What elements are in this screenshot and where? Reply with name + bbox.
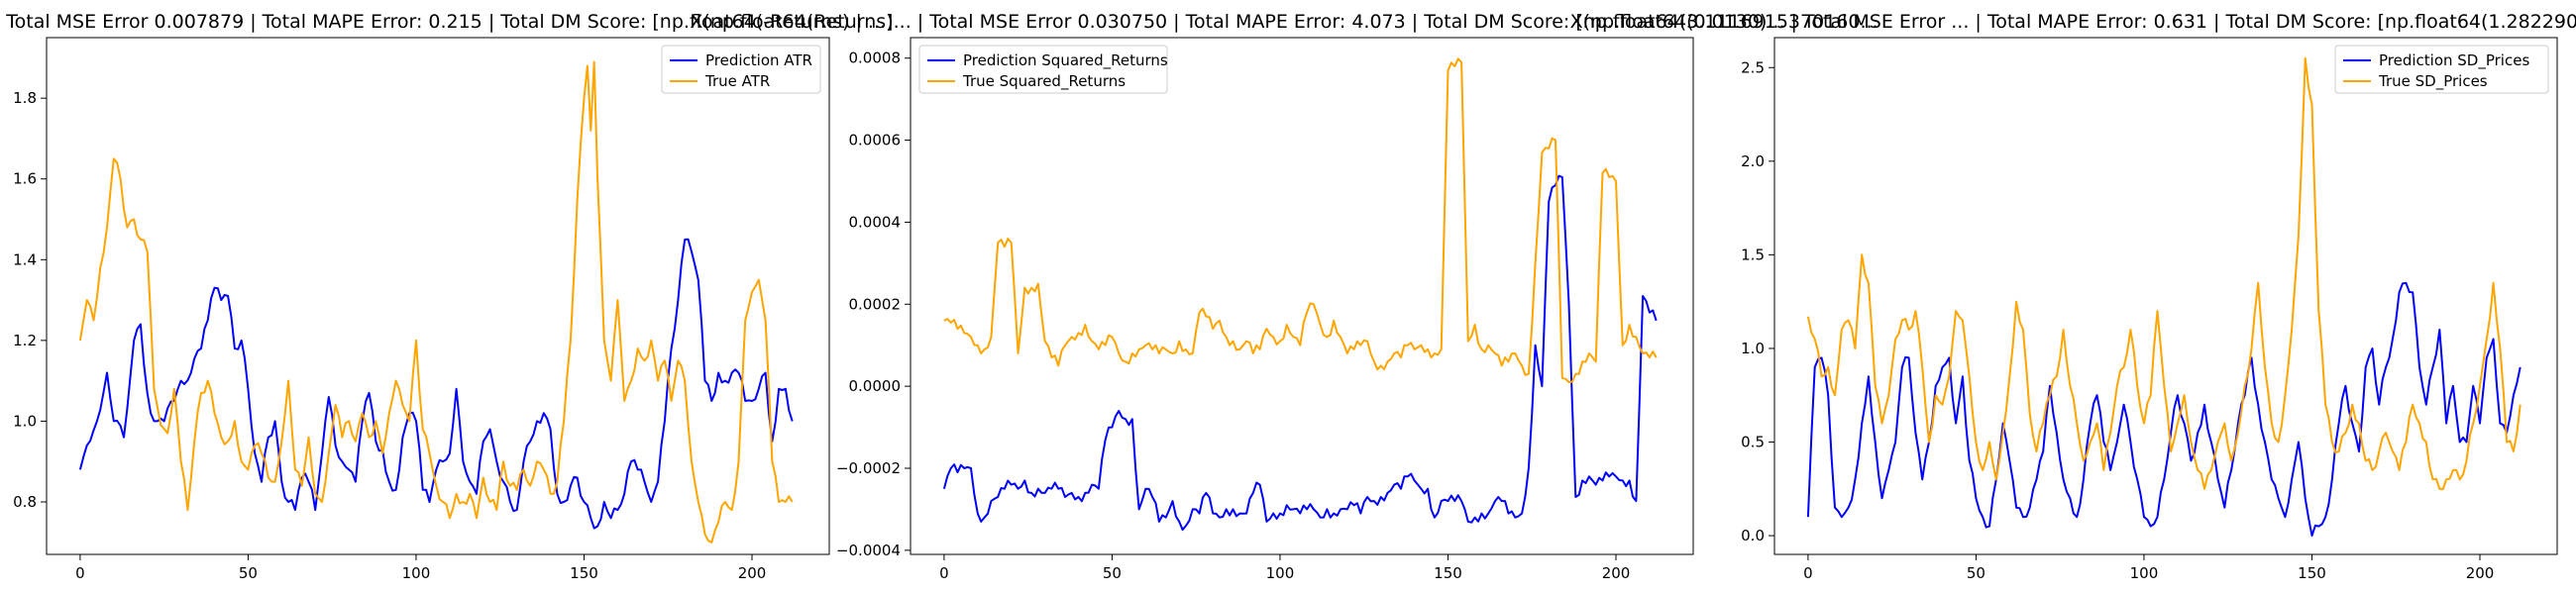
legend-label: True Squared_Returns <box>962 72 1126 91</box>
y-tick-label: −0.0002 <box>836 459 901 477</box>
series-line-2 <box>1806 56 2522 491</box>
legend-label: True SD_Prices <box>2378 72 2488 91</box>
legend: Prediction SD_Prices True SD_Prices <box>2334 45 2549 94</box>
y-tick-label: 1.2 <box>13 332 37 349</box>
legend: Prediction ATR True ATR <box>661 45 821 94</box>
x-tick-label: 50 <box>239 564 258 582</box>
x-tick-label: 150 <box>2298 564 2326 582</box>
x-tick-label: 0 <box>75 564 85 582</box>
series-line-2 <box>78 60 794 544</box>
y-tick-label: 1.5 <box>1741 246 1765 263</box>
y-tick-label: 1.0 <box>1741 340 1765 357</box>
y-tick-label: 2.5 <box>1741 58 1765 76</box>
axes-frame <box>1773 37 2558 555</box>
legend-label: Prediction SD_Prices <box>2379 51 2529 70</box>
x-tick-label: 100 <box>1266 564 1295 582</box>
legend-box <box>661 45 821 94</box>
x-tick-label: 150 <box>1434 564 1462 582</box>
y-tick-label: 0.8 <box>13 493 37 511</box>
x-tick-label: 100 <box>2130 564 2159 582</box>
legend: Prediction Squared_Returns True Squared_R… <box>918 45 1168 94</box>
legend-box <box>918 45 1168 94</box>
x-tick-label: 200 <box>1602 564 1631 582</box>
chart-title: - ATR | Total MSE Error 0.007879 | Total… <box>0 11 893 33</box>
y-tick-label: 1.4 <box>13 250 37 268</box>
chart-title: X(np.float64(0.0130)... | Total MSE Erro… <box>1570 11 2576 33</box>
axes-frame <box>46 37 830 555</box>
chart-2: 0 50 100 150 200 −0.0004 −0.0002 0.0000 0.0002 0.… <box>836 37 1694 582</box>
x-tick-label: 100 <box>402 564 431 582</box>
legend-label: Prediction ATR <box>705 51 812 69</box>
y-tick-label: −0.0004 <box>836 542 901 559</box>
series-line-1 <box>78 238 794 530</box>
chart-title: X(np.float64(Returns)... | Total MSE Err… <box>690 11 1878 33</box>
legend-box <box>2334 45 2549 94</box>
chart-1: 0 50 100 150 200 0.8 1.0 1.2 1.4 1.6 1.8 Prediction… <box>13 37 830 582</box>
y-tick-label: 0.0008 <box>849 50 902 67</box>
series-line-1 <box>942 174 1658 532</box>
legend-label: True ATR <box>704 72 770 90</box>
y-tick-label: 0.5 <box>1741 434 1765 451</box>
series-line-2 <box>943 57 1658 383</box>
chart-3: 0 50 100 150 200 0.0 0.5 1.0 1.5 2.0 2.5 Prediction… <box>1741 37 2558 582</box>
y-tick-label: 0.0006 <box>849 132 902 149</box>
axes-frame <box>910 37 1694 555</box>
y-tick-label: 2.0 <box>1741 152 1765 170</box>
x-tick-label: 0 <box>939 564 949 582</box>
legend-label: Prediction Squared_Returns <box>963 51 1168 70</box>
y-tick-label: 1.6 <box>13 170 37 188</box>
y-tick-label: 0.0000 <box>849 377 902 395</box>
x-tick-label: 200 <box>2466 564 2495 582</box>
y-tick-label: 0.0002 <box>849 295 902 313</box>
y-tick-label: 0.0004 <box>849 213 902 231</box>
x-tick-label: 50 <box>1967 564 1986 582</box>
x-tick-label: 0 <box>1803 564 1813 582</box>
x-tick-label: 200 <box>738 564 767 582</box>
y-tick-label: 1.0 <box>13 412 37 430</box>
y-tick-label: 1.8 <box>13 89 37 107</box>
y-tick-label: 0.0 <box>1741 527 1765 544</box>
x-tick-label: 50 <box>1103 564 1122 582</box>
series-line-1 <box>1806 281 2522 538</box>
x-tick-label: 150 <box>570 564 598 582</box>
